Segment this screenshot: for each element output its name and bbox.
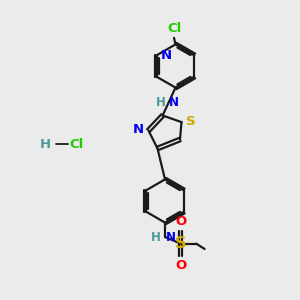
- Text: S: S: [186, 115, 196, 128]
- Text: Cl: Cl: [167, 22, 181, 35]
- Text: N: N: [169, 95, 179, 109]
- Text: N: N: [166, 231, 176, 244]
- Text: N: N: [161, 49, 172, 62]
- Text: Cl: Cl: [70, 137, 84, 151]
- Text: H: H: [155, 95, 165, 109]
- Text: H: H: [151, 231, 161, 244]
- Text: S: S: [175, 236, 187, 251]
- Text: H: H: [40, 137, 51, 151]
- Text: O: O: [175, 259, 186, 272]
- Text: O: O: [175, 215, 186, 228]
- Text: N: N: [133, 123, 144, 136]
